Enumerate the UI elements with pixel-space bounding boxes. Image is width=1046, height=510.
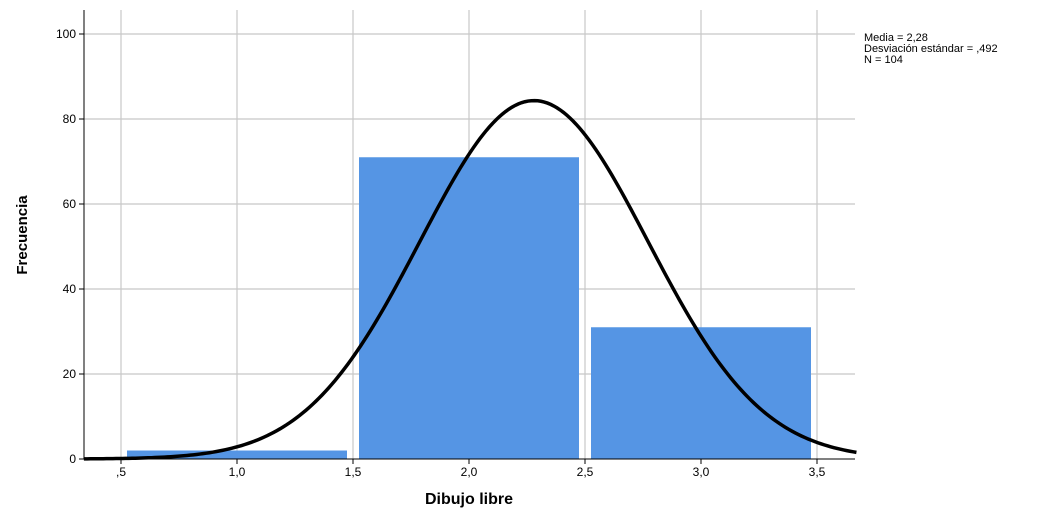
normal-curve xyxy=(83,98,857,461)
histogram-bar-0 xyxy=(127,450,347,459)
stats-sd: Desviación estándar = ,492 xyxy=(864,43,998,55)
y-tick-label-5: 100 xyxy=(56,27,76,41)
x-tick-label-6: 3,5 xyxy=(809,465,826,479)
x-axis-title: Dibujo libre xyxy=(425,491,513,508)
stats-n: N = 104 xyxy=(864,54,903,66)
stats-box: Media = 2,28 Desviación estándar = ,492 … xyxy=(864,32,998,66)
y-tick-label-3: 60 xyxy=(63,197,77,211)
y-tick-label-2: 40 xyxy=(63,282,77,296)
y-ticks: 0 20 40 60 80 100 xyxy=(56,27,84,466)
x-tick-label-0: ,5 xyxy=(116,465,126,479)
x-tick-label-2: 1,5 xyxy=(345,465,362,479)
histogram-bar-1 xyxy=(359,157,579,459)
stats-mean: Media = 2,28 xyxy=(864,32,928,44)
x-tick-label-1: 1,0 xyxy=(229,465,246,479)
x-tick-label-4: 2,5 xyxy=(577,465,594,479)
y-tick-label-0: 0 xyxy=(69,452,76,466)
histogram-bar-2 xyxy=(591,327,811,459)
y-axis-title: Frecuencia xyxy=(14,195,31,275)
x-ticks: ,5 1,0 1,5 2,0 2,5 3,0 3,5 xyxy=(116,459,826,479)
x-tick-label-5: 3,0 xyxy=(693,465,710,479)
y-tick-label-1: 20 xyxy=(63,367,77,381)
histogram-bars xyxy=(127,157,811,459)
x-tick-label-3: 2,0 xyxy=(461,465,478,479)
y-tick-label-4: 80 xyxy=(63,112,77,126)
